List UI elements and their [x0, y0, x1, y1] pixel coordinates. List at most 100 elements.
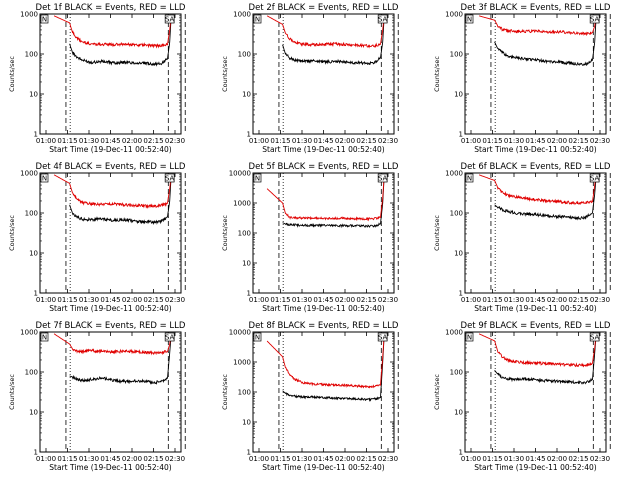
night-tag: N	[40, 332, 49, 342]
saa-tag: SA	[589, 14, 600, 24]
x-tick-label: 01:15	[482, 296, 502, 304]
y-tick-label: 10	[454, 250, 463, 258]
y-axis-label: Counts/sec	[433, 374, 441, 410]
y-tick-label: 1000	[20, 170, 38, 178]
x-tick-label: 01:45	[100, 455, 120, 463]
x-tick-label: 02:15	[143, 296, 163, 304]
panel-title: Det 7f BLACK = Events, RED = LLD	[36, 321, 186, 331]
night-tag-box	[253, 332, 262, 342]
y-tick-label: 1000	[20, 11, 38, 19]
y-axis-label: Counts/sec	[8, 56, 16, 92]
x-tick-label: 01:15	[482, 455, 502, 463]
saa-tag-box	[164, 332, 175, 342]
night-tag-box	[253, 173, 262, 183]
night-tag-box	[465, 173, 474, 183]
x-axis-label: Start Time (19-Dec-11 00:52:40)	[262, 463, 384, 472]
x-tick-label: 02:15	[143, 455, 163, 463]
x-tick-label: 01:30	[79, 455, 99, 463]
series-lld-line	[266, 334, 385, 389]
y-tick-label: 100	[450, 369, 463, 377]
series-events-line	[69, 174, 172, 226]
panel-det-2f: Det 2f BLACK = Events, RED = LLD 1 10 100 10…	[221, 3, 399, 154]
y-tick-label: 1	[459, 131, 463, 139]
night-tag: N	[465, 332, 474, 342]
series-lld-line	[478, 333, 597, 368]
saa-tag-label: SA	[590, 175, 600, 183]
x-tick-label: 01:00	[36, 296, 56, 304]
x-tick-label: 01:45	[525, 296, 545, 304]
series-events-line	[282, 175, 385, 229]
x-tick-label: 02:00	[335, 455, 355, 463]
x-tick-label: 02:30	[165, 455, 185, 463]
night-tag-label: N	[255, 334, 260, 342]
y-tick-label: 1	[459, 290, 463, 298]
x-tick-label: 02:30	[590, 455, 610, 463]
night-tag-label: N	[467, 16, 472, 24]
x-tick-label: 01:15	[482, 137, 502, 145]
plot-frame	[39, 13, 182, 135]
panel-det-9f: Det 9f BLACK = Events, RED = LLD 1 10 100 10…	[433, 321, 611, 472]
y-tick-label: 1000	[233, 359, 251, 367]
x-tick-label: 01:45	[313, 296, 333, 304]
y-tick-label: 10000	[229, 329, 251, 337]
y-tick-label: 1000	[233, 200, 251, 208]
y-tick-label: 100	[450, 51, 463, 59]
saa-tag-box	[377, 332, 388, 342]
panel-det-8f: Det 8f BLACK = Events, RED = LLD 1 10 100 10…	[221, 321, 399, 472]
x-tick-label: 02:30	[590, 137, 610, 145]
saa-tag-label: SA	[590, 334, 600, 342]
saa-tag-label: SA	[165, 175, 175, 183]
night-tag-label: N	[467, 334, 472, 342]
series-lld-line	[266, 15, 385, 49]
x-axis-label: Start Time (19-Dec-11 00:52:40)	[474, 304, 596, 313]
panel-title: Det 2f BLACK = Events, RED = LLD	[249, 3, 399, 13]
x-tick-label: 01:45	[100, 137, 120, 145]
x-tick-label: 01:30	[292, 296, 312, 304]
plot-frame	[464, 172, 607, 294]
series-events-line	[282, 334, 385, 402]
plot-frame	[252, 172, 395, 294]
x-axis-label: Start Time (19-Dec-11 00:52:40)	[49, 463, 171, 472]
saa-tag: SA	[377, 173, 388, 183]
y-tick-label: 1	[34, 290, 38, 298]
series-lld-line	[266, 175, 385, 222]
y-tick-label: 10	[242, 260, 251, 268]
saa-tag: SA	[589, 332, 600, 342]
x-tick-label: 01:30	[504, 455, 524, 463]
y-tick-label: 1000	[445, 11, 463, 19]
x-tick-label: 02:15	[568, 137, 588, 145]
x-tick-label: 01:45	[100, 296, 120, 304]
y-tick-label: 100	[238, 51, 251, 59]
y-tick-label: 1	[247, 449, 251, 457]
plot-frame	[464, 13, 607, 135]
x-tick-label: 02:00	[335, 296, 355, 304]
x-tick-label: 01:00	[36, 455, 56, 463]
y-tick-label: 100	[238, 389, 251, 397]
panel-det-5f: Det 5f BLACK = Events, RED = LLD 1 10 100 10…	[221, 162, 399, 313]
y-axis-label: Counts/sec	[433, 215, 441, 251]
night-tag-label: N	[42, 175, 47, 183]
panel-title: Det 6f BLACK = Events, RED = LLD	[461, 162, 611, 172]
y-tick-label: 100	[238, 230, 251, 238]
x-tick-label: 01:30	[79, 137, 99, 145]
x-axis-label: Start Time (19-Dec-11 00:52:40)	[262, 304, 384, 313]
saa-tag-label: SA	[590, 16, 600, 24]
saa-tag: SA	[164, 332, 175, 342]
panel-title: Det 5f BLACK = Events, RED = LLD	[249, 162, 399, 172]
y-axis-label: Counts/sec	[221, 56, 229, 92]
x-tick-label: 02:00	[122, 137, 142, 145]
x-tick-label: 01:00	[249, 296, 269, 304]
saa-tag-label: SA	[378, 334, 388, 342]
panel-det-3f: Det 3f BLACK = Events, RED = LLD 1 10 100 10…	[433, 3, 611, 154]
night-tag-box	[465, 332, 474, 342]
y-tick-label: 1000	[445, 329, 463, 337]
y-axis-label: Counts/sec	[8, 215, 16, 251]
night-tag-box	[40, 14, 49, 24]
saa-tag-label: SA	[378, 175, 388, 183]
night-tag-label: N	[255, 175, 260, 183]
series-lld-line	[53, 333, 172, 356]
saa-tag: SA	[164, 14, 175, 24]
saa-tag: SA	[377, 14, 388, 24]
saa-tag: SA	[164, 173, 175, 183]
